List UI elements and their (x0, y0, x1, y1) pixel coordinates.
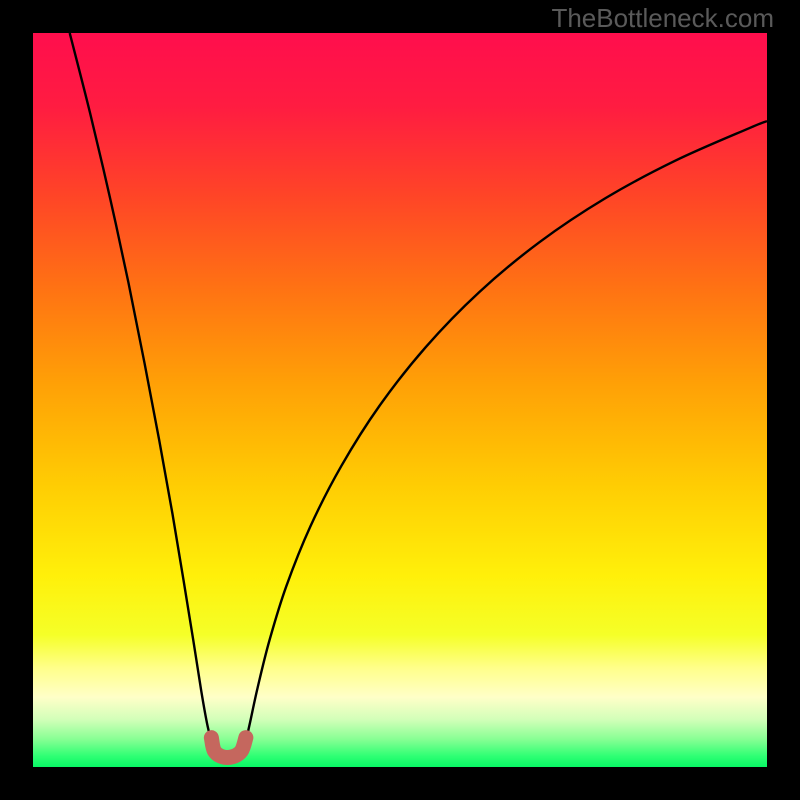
watermark-text: TheBottleneck.com (551, 3, 774, 34)
chart-container: TheBottleneck.com (0, 0, 800, 800)
bottleneck-chart (0, 0, 800, 800)
plot-area (33, 33, 767, 767)
